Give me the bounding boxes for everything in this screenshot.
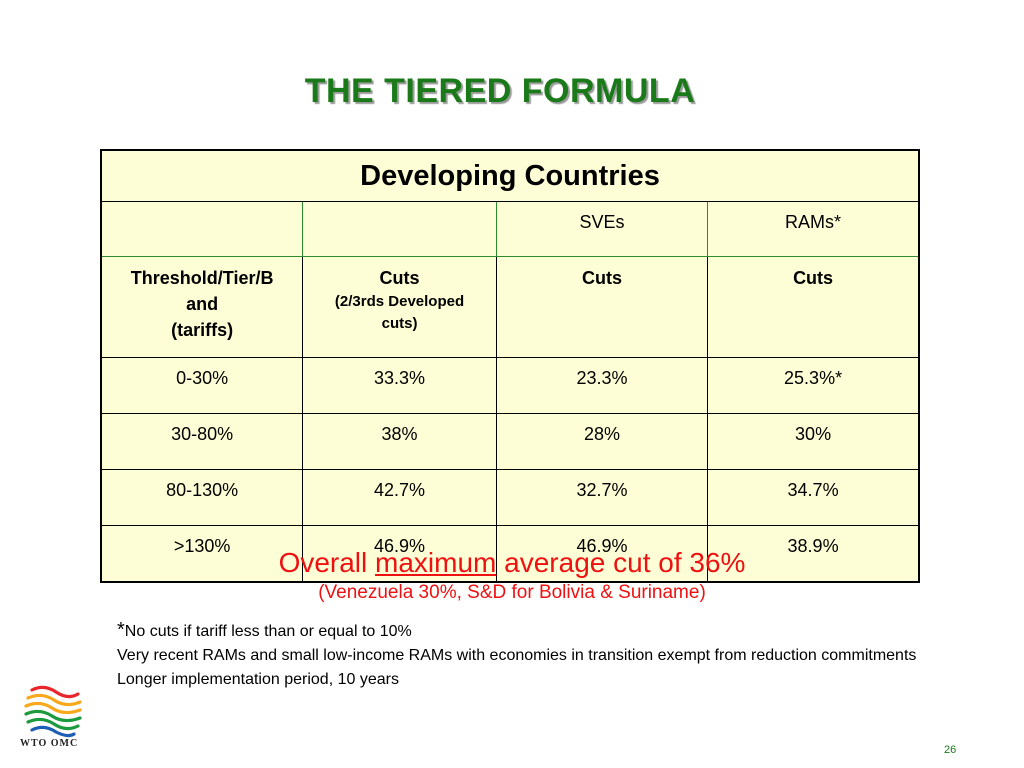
slide-title: THE TIERED FORMULA (304, 72, 696, 110)
summary-block: Overall maximum average cut of 36% (Vene… (0, 545, 1024, 605)
column-header-threshold: Threshold/Tier/B and (tariffs) (100, 256, 304, 358)
subheader-cell-1 (100, 201, 304, 257)
table-row: >130% 46.9% 46.9% 38.9% (100, 525, 920, 583)
summary-emphasis: maximum (375, 547, 497, 578)
table-row: 80-130% 42.7% 32.7% 34.7% (100, 469, 920, 526)
table-cell: 30-80% (100, 413, 304, 470)
table-cell: 23.3% (495, 357, 709, 414)
table-cell: 80-130% (100, 469, 304, 526)
table-cell: 42.7% (302, 469, 497, 526)
summary-headline: Overall maximum average cut of 36% (278, 547, 746, 578)
table-row: 0-30% 33.3% 23.3% 25.3%* (100, 357, 920, 414)
footnote-3: Longer implementation period, 10 years (117, 671, 399, 688)
subheader-rams: RAMs* (707, 201, 920, 257)
table-cell: 32.7% (495, 469, 709, 526)
footnote-marker: * (117, 619, 125, 641)
column-header-cuts-developing: Cuts (2/3rds Developed cuts) (302, 256, 497, 358)
wto-logo-icon (24, 685, 82, 738)
page-number: 26 (944, 744, 957, 756)
table-header: Developing Countries (100, 149, 920, 202)
table-header-row: Developing Countries (100, 149, 920, 202)
footnote-1: *No cuts if tariff less than or equal to… (117, 619, 412, 641)
table-cell: 33.3% (302, 357, 497, 414)
wto-logo-text: WTO OMC (20, 738, 79, 749)
column-header-row: Threshold/Tier/B and (tariffs) Cuts (2/3… (100, 256, 920, 358)
subheader-cell-2 (302, 201, 497, 257)
table-row: 30-80% 38% 28% 30% (100, 413, 920, 470)
table-cell: 46.9% (302, 525, 497, 583)
footnotes: *No cuts if tariff less than or equal to… (117, 618, 917, 692)
table-cell: >130% (100, 525, 304, 583)
table-cell: 38% (302, 413, 497, 470)
table-cell: 28% (495, 413, 709, 470)
subheader-sves: SVEs (495, 201, 709, 257)
table-cell: 25.3%* (707, 357, 920, 414)
table-cell: 0-30% (100, 357, 304, 414)
footnote-2: Very recent RAMs and small low-income RA… (117, 647, 917, 664)
summary-detail: (Venezuela 30%, S&D for Bolivia & Surina… (318, 582, 706, 603)
column-header-cuts-rams: Cuts (707, 256, 920, 358)
table-cell: 38.9% (707, 525, 920, 583)
column-header-cuts-sves: Cuts (495, 256, 709, 358)
table-cell: 30% (707, 413, 920, 470)
tiered-formula-table: Developing Countries SVEs RAMs* Threshol… (100, 149, 920, 583)
table-cell: 34.7% (707, 469, 920, 526)
table-subheader-row: SVEs RAMs* (100, 201, 920, 257)
